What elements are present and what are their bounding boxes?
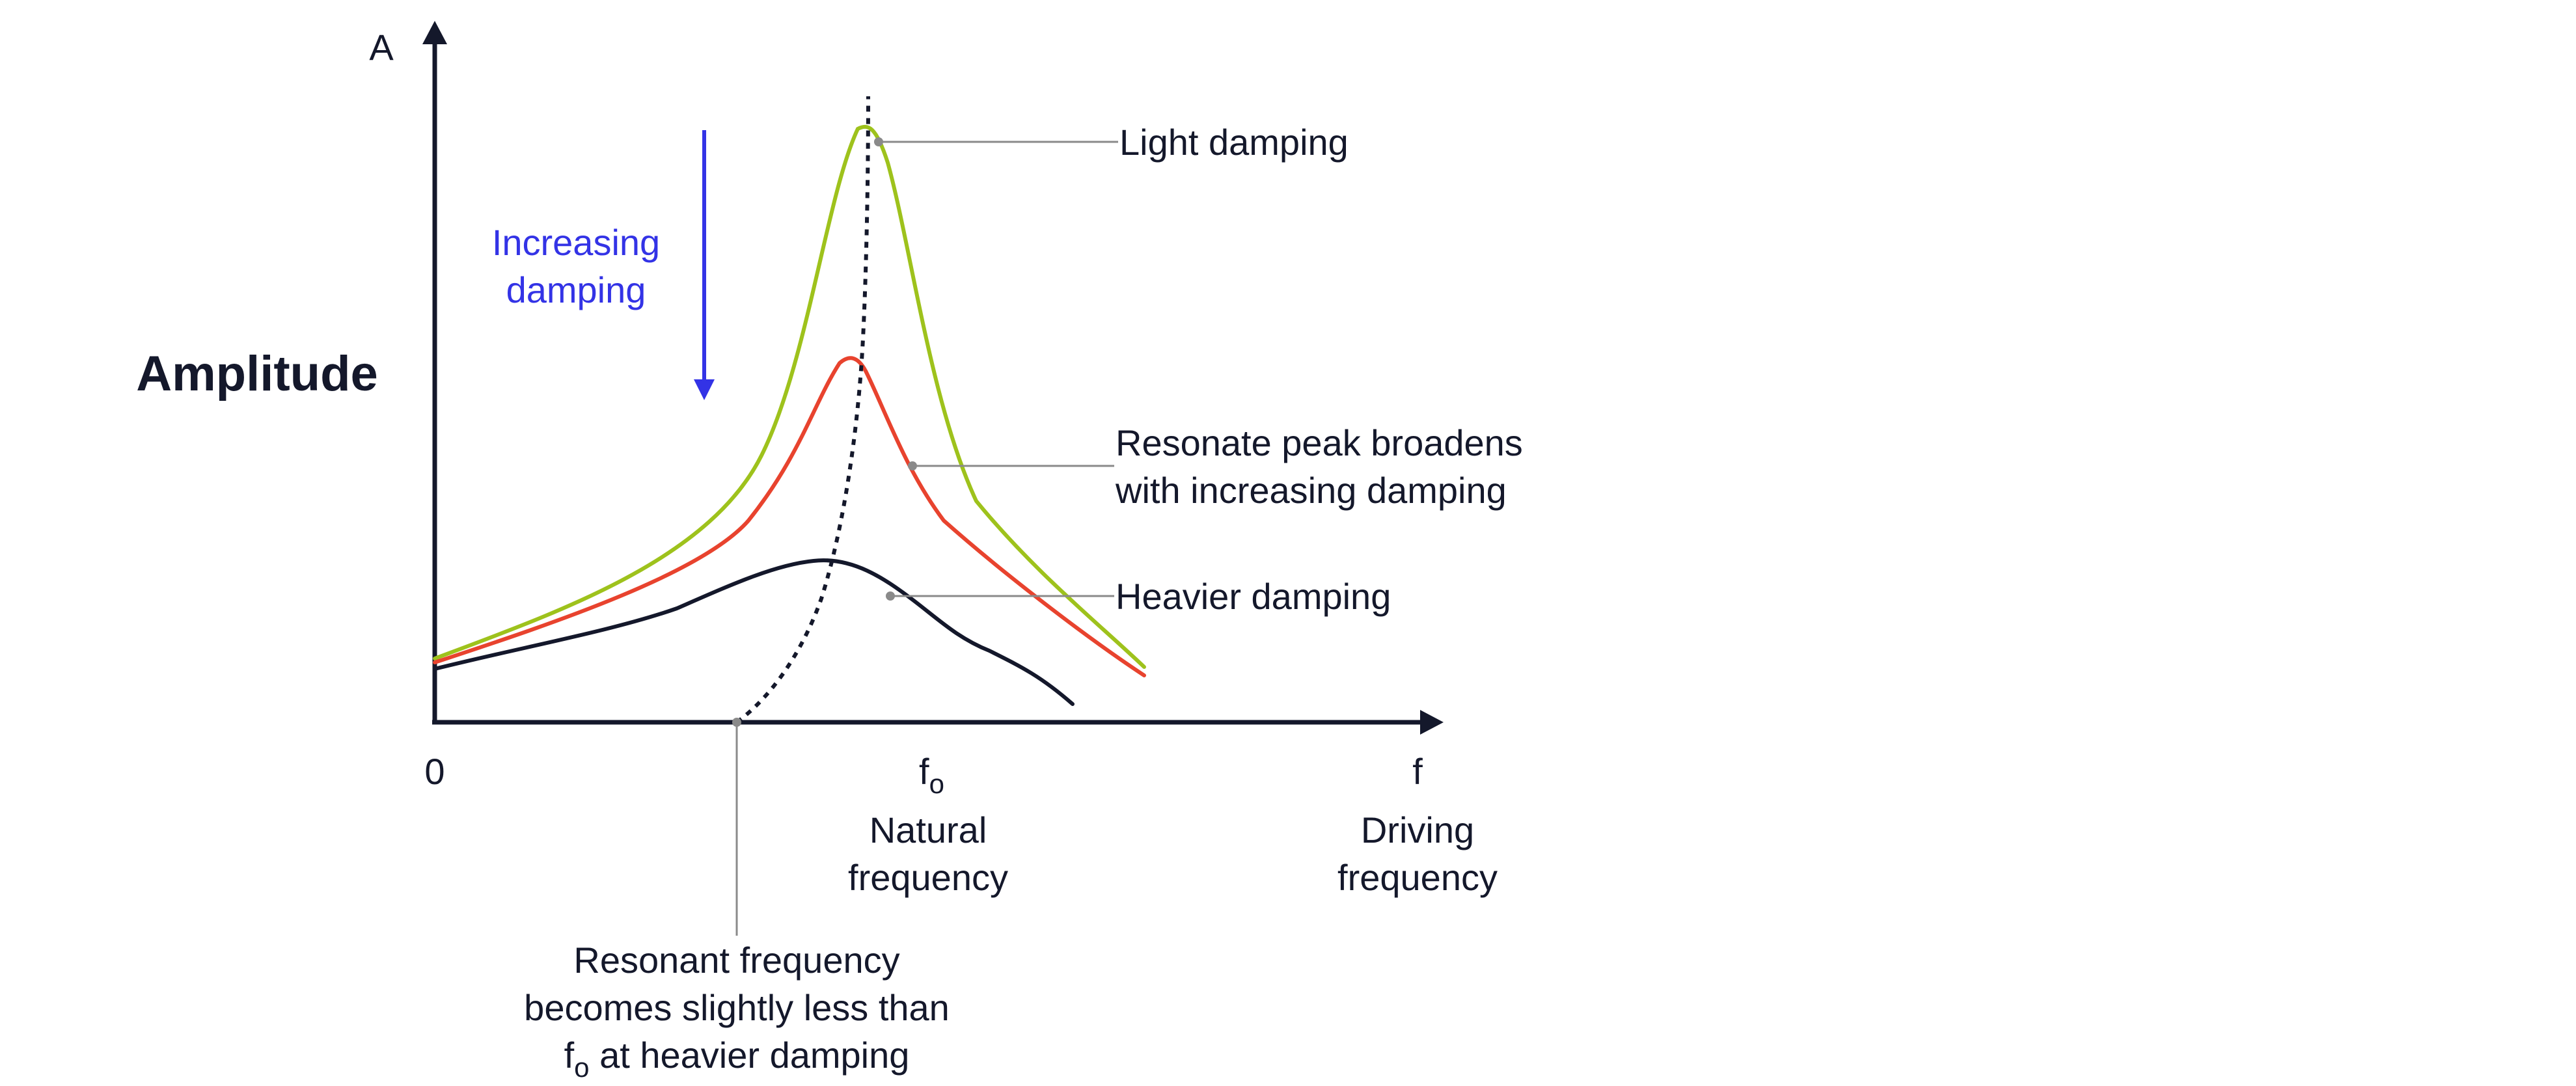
broaden-label-2: with increasing damping xyxy=(1115,470,1507,511)
natural-frequency-label-1: Natural xyxy=(870,809,987,850)
heavy-damping-label: Heavier damping xyxy=(1116,576,1391,617)
y-axis-arrowhead xyxy=(422,21,447,44)
light-damping-label: Light damping xyxy=(1119,122,1349,163)
natural-frequency-symbol: fo xyxy=(919,751,944,799)
natural-frequency-sub: o xyxy=(929,768,944,799)
resonant-rest: at heavier damping xyxy=(590,1035,910,1076)
resonant-sub: o xyxy=(574,1052,589,1083)
medium-damping-curve xyxy=(433,356,1146,677)
resonant-label-1: Resonant frequency xyxy=(573,940,899,981)
x-axis-title-1: Driving xyxy=(1361,809,1474,850)
y-axis-symbol: A xyxy=(369,27,394,68)
increasing-damping-label-1: Increasing xyxy=(492,222,660,263)
resonance-locus-dotted xyxy=(735,96,870,724)
dot-resonant xyxy=(732,718,741,727)
broaden-label-1: Resonate peak broadens xyxy=(1116,422,1523,463)
natural-frequency-f: f xyxy=(919,751,929,792)
dot-broaden xyxy=(908,461,917,470)
natural-frequency-label-2: frequency xyxy=(848,857,1008,898)
x-axis-symbol: f xyxy=(1412,751,1423,792)
origin-label: 0 xyxy=(424,751,445,792)
resonant-label-3: fo at heavier damping xyxy=(564,1035,910,1083)
y-axis-title: Amplitude xyxy=(136,346,378,401)
x-axis-arrowhead xyxy=(1420,710,1444,735)
increasing-damping-label-2: damping xyxy=(506,269,646,310)
dot-light xyxy=(874,137,883,146)
resonant-label-2: becomes slightly less than xyxy=(524,987,950,1028)
heavy-damping-curve xyxy=(433,558,1075,706)
resonant-f: f xyxy=(564,1035,575,1076)
light-damping-curve xyxy=(433,124,1146,669)
damping-arrow-head xyxy=(694,379,715,400)
leader-lines xyxy=(735,141,1118,936)
dot-heavy xyxy=(886,591,895,601)
leader-dots xyxy=(732,137,917,727)
x-axis-title-2: frequency xyxy=(1337,857,1498,898)
